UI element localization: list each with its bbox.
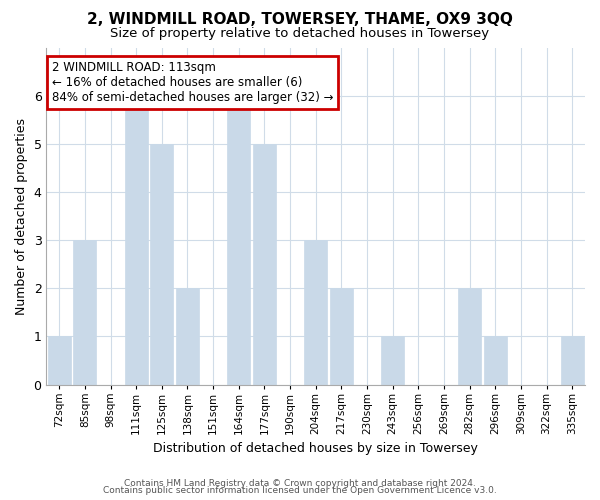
Bar bbox=[227, 96, 250, 385]
Text: Size of property relative to detached houses in Towersey: Size of property relative to detached ho… bbox=[110, 28, 490, 40]
Bar bbox=[330, 288, 353, 384]
Bar bbox=[560, 336, 584, 384]
Bar bbox=[73, 240, 97, 384]
Y-axis label: Number of detached properties: Number of detached properties bbox=[15, 118, 28, 314]
Bar bbox=[253, 144, 276, 384]
Bar bbox=[176, 288, 199, 384]
Bar bbox=[458, 288, 481, 384]
X-axis label: Distribution of detached houses by size in Towersey: Distribution of detached houses by size … bbox=[153, 442, 478, 455]
Bar bbox=[150, 144, 173, 384]
Bar bbox=[381, 336, 404, 384]
Text: Contains public sector information licensed under the Open Government Licence v3: Contains public sector information licen… bbox=[103, 486, 497, 495]
Text: 2 WINDMILL ROAD: 113sqm
← 16% of detached houses are smaller (6)
84% of semi-det: 2 WINDMILL ROAD: 113sqm ← 16% of detache… bbox=[52, 61, 334, 104]
Bar bbox=[125, 96, 148, 385]
Bar bbox=[47, 336, 71, 384]
Text: Contains HM Land Registry data © Crown copyright and database right 2024.: Contains HM Land Registry data © Crown c… bbox=[124, 478, 476, 488]
Bar bbox=[484, 336, 507, 384]
Text: 2, WINDMILL ROAD, TOWERSEY, THAME, OX9 3QQ: 2, WINDMILL ROAD, TOWERSEY, THAME, OX9 3… bbox=[87, 12, 513, 28]
Bar bbox=[304, 240, 327, 384]
